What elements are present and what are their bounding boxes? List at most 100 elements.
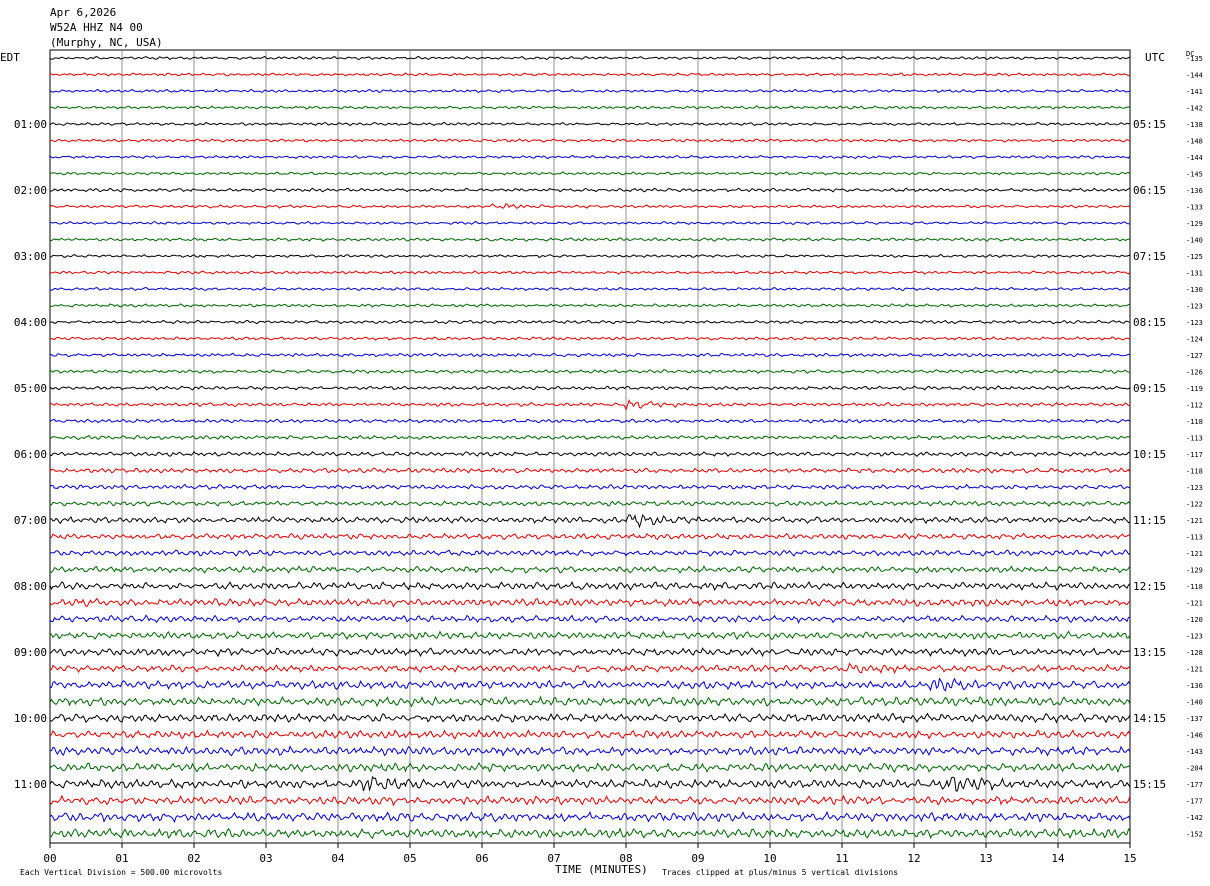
dc-offset-value: -126	[1186, 369, 1203, 377]
utc-hour-label: 13:15	[1133, 646, 1166, 659]
dc-offset-value: -113	[1186, 435, 1203, 443]
seismic-trace	[49, 418, 1131, 424]
seismic-trace	[49, 597, 1131, 608]
dc-offset-value: -122	[1186, 501, 1203, 509]
dc-offset-labels: -135 -144 -141 -142 -138 -148 -144 -145 -136 -133…	[1186, 55, 1203, 839]
dc-offset-value: -123	[1186, 319, 1203, 327]
dc-offset-value: -136	[1186, 682, 1203, 690]
x-tick-label: 11	[835, 852, 848, 865]
dc-offset-value: -121	[1186, 600, 1203, 608]
dc-offset-value: -144	[1186, 154, 1203, 162]
dc-offset-value: -118	[1186, 468, 1203, 476]
dc-offset-value: -143	[1186, 748, 1203, 756]
seismic-trace	[49, 483, 1131, 491]
utc-hour-label: 10:15	[1133, 448, 1166, 461]
edt-hour-label: 02:00	[14, 184, 47, 197]
dc-offset-value: -142	[1186, 814, 1203, 822]
seismic-trace	[49, 745, 1131, 757]
seismic-trace	[49, 237, 1131, 242]
edt-hour-labels: 01:00 02:00 03:00 04:00 05:00 06:00 07:00 08:00…	[14, 118, 47, 791]
chart-location: (Murphy, NC, USA)	[50, 36, 163, 49]
seismic-trace	[49, 352, 1131, 358]
x-tick-label: 00	[43, 852, 56, 865]
chart-station: W52A HHZ N4 00	[50, 21, 143, 34]
dc-offset-value: -118	[1186, 418, 1203, 426]
utc-axis-label: UTC	[1145, 51, 1165, 64]
dc-offset-value: -125	[1186, 253, 1203, 261]
utc-hour-label: 06:15	[1133, 184, 1166, 197]
x-tick-label: 06	[475, 852, 488, 865]
seismic-trace	[49, 614, 1130, 624]
dc-offset-value: -123	[1186, 303, 1203, 311]
seismic-trace	[49, 369, 1131, 374]
dc-offset-value: -119	[1186, 385, 1203, 393]
dc-offset-value: -152	[1186, 831, 1203, 839]
seismic-trace	[49, 514, 1131, 529]
dc-offset-value: -135	[1186, 55, 1203, 63]
x-tick-label: 02	[187, 852, 200, 865]
seismic-trace	[49, 532, 1131, 541]
seismic-trace	[49, 794, 1131, 807]
dc-offset-value: -121	[1186, 517, 1203, 525]
seismic-trace	[49, 171, 1131, 176]
seismic-trace	[49, 221, 1131, 226]
seismic-trace	[49, 72, 1131, 77]
seismic-trace	[49, 203, 1131, 209]
dc-offset-value: -140	[1186, 699, 1203, 707]
x-axis-ticks: 00 01 02 03 04 05 06 07 08 09 10 11 12 13 14 15	[43, 843, 1137, 865]
seismic-trace	[49, 630, 1131, 641]
utc-hour-label: 09:15	[1133, 382, 1166, 395]
seismic-trace	[49, 580, 1131, 591]
edt-hour-label: 07:00	[14, 514, 47, 527]
seismic-trace	[49, 761, 1131, 774]
plot-frame	[49, 49, 1131, 844]
dc-offset-value: -133	[1186, 204, 1203, 212]
seismic-trace	[49, 712, 1131, 724]
seismic-trace	[49, 155, 1131, 160]
dc-offset-value: -177	[1186, 781, 1203, 789]
dc-offset-value: -140	[1186, 237, 1203, 245]
x-tick-label: 08	[619, 852, 632, 865]
seismic-trace	[49, 500, 1131, 507]
x-tick-label: 15	[1123, 852, 1136, 865]
edt-hour-label: 01:00	[14, 118, 47, 131]
dc-offset-value: -141	[1186, 88, 1203, 96]
dc-offset-value: -204	[1186, 765, 1203, 773]
dc-offset-value: -123	[1186, 484, 1203, 492]
seismic-trace	[49, 728, 1131, 740]
chart-date: Apr 6,2026	[50, 6, 116, 19]
clip-note: Traces clipped at plus/minus 5 vertical …	[662, 868, 898, 877]
x-tick-label: 14	[1051, 852, 1065, 865]
dc-offset-value: -136	[1186, 187, 1203, 195]
dc-offset-value: -127	[1186, 352, 1203, 360]
dc-offset-value: -121	[1186, 550, 1203, 558]
dc-offset-value: -138	[1186, 121, 1203, 129]
utc-hour-label: 11:15	[1133, 514, 1166, 527]
x-tick-label: 01	[115, 852, 128, 865]
seismic-trace	[49, 451, 1131, 458]
dc-offset-value: -124	[1186, 336, 1203, 344]
x-axis-title: TIME (MINUTES)	[555, 863, 648, 876]
dc-offset-value: -130	[1186, 286, 1203, 294]
dc-offset-value: -144	[1186, 72, 1203, 80]
dc-offset-value: -113	[1186, 534, 1203, 542]
utc-hour-label: 12:15	[1133, 580, 1166, 593]
edt-hour-label: 04:00	[14, 316, 47, 329]
seismic-trace	[49, 775, 1131, 792]
dc-offset-value: -120	[1186, 616, 1203, 624]
utc-hour-label: 08:15	[1133, 316, 1166, 329]
seismic-trace	[49, 303, 1131, 308]
seismic-trace	[49, 336, 1131, 341]
seismic-trace	[49, 810, 1131, 824]
utc-hour-label: 15:15	[1133, 778, 1166, 791]
x-tick-label: 07	[547, 852, 560, 865]
dc-offset-value: -123	[1186, 633, 1203, 641]
scale-note: Each Vertical Division = 500.00 microvol…	[20, 868, 222, 877]
x-tick-label: 05	[403, 852, 416, 865]
x-tick-label: 03	[259, 852, 272, 865]
utc-hour-label: 05:15	[1133, 118, 1166, 131]
seismic-trace	[49, 55, 1131, 61]
dc-offset-value: -131	[1186, 270, 1203, 278]
utc-hour-label: 14:15	[1133, 712, 1166, 725]
seismic-trace	[49, 88, 1131, 94]
